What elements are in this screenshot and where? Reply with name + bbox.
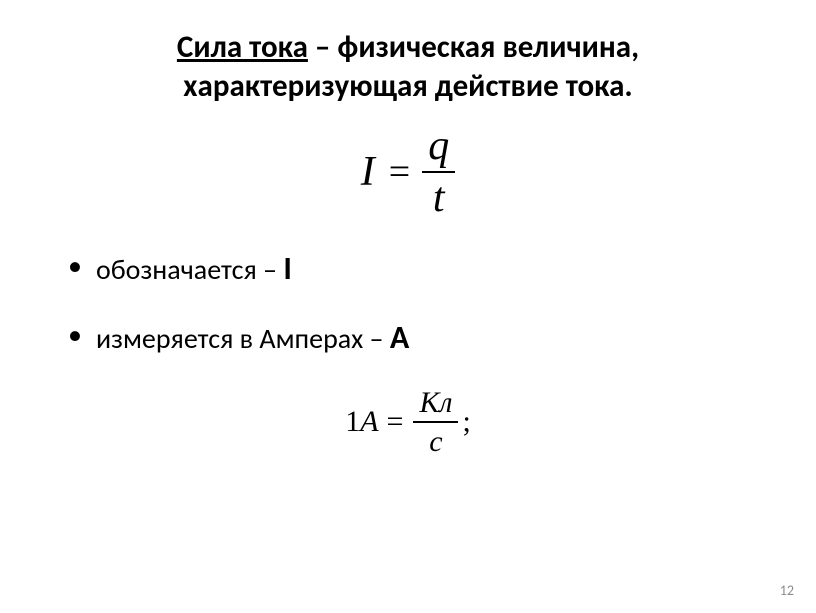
bullet-symbol: I <box>283 249 292 288</box>
formula-denominator: t <box>427 176 451 220</box>
page-number: 12 <box>780 582 794 599</box>
list-item: обозначается – I <box>68 248 756 290</box>
unit-semicolon: ; <box>462 405 470 439</box>
formula-numerator: q <box>422 124 455 168</box>
bullet-text: измеряется в Амперах – <box>96 321 390 356</box>
formula-fraction: q t <box>422 124 455 220</box>
formula-equals: = <box>389 150 410 194</box>
slide: Сила тока – физическая величина, характе… <box>0 0 816 613</box>
bullet-symbol: А <box>390 318 409 357</box>
title-term: Сила тока <box>177 28 308 66</box>
title-dash: – <box>308 28 337 66</box>
unit-lhs: 1A <box>345 405 378 439</box>
main-formula: I = q t <box>60 124 756 220</box>
fraction-bar <box>422 171 455 173</box>
unit-denominator: с <box>423 426 448 458</box>
unit-formula: 1A = Кл с ; <box>60 387 756 458</box>
slide-title: Сила тока – физическая величина, характе… <box>60 28 756 106</box>
title-line2: характеризующая действие тока. <box>183 67 632 105</box>
unit-numerator: Кл <box>413 387 458 419</box>
bullet-text: обозначается – <box>96 252 283 287</box>
bullet-list: обозначается – I измеряется в Амперах – … <box>68 248 756 359</box>
unit-A: A <box>360 405 378 438</box>
unit-equals: = <box>387 405 404 439</box>
unit-one: 1 <box>345 405 360 438</box>
title-rest1: физическая величина, <box>337 28 639 66</box>
unit-fraction: Кл с <box>413 387 458 458</box>
formula-lhs: I <box>361 148 375 196</box>
list-item: измеряется в Амперах – А <box>68 317 756 359</box>
fraction-bar <box>413 421 458 423</box>
